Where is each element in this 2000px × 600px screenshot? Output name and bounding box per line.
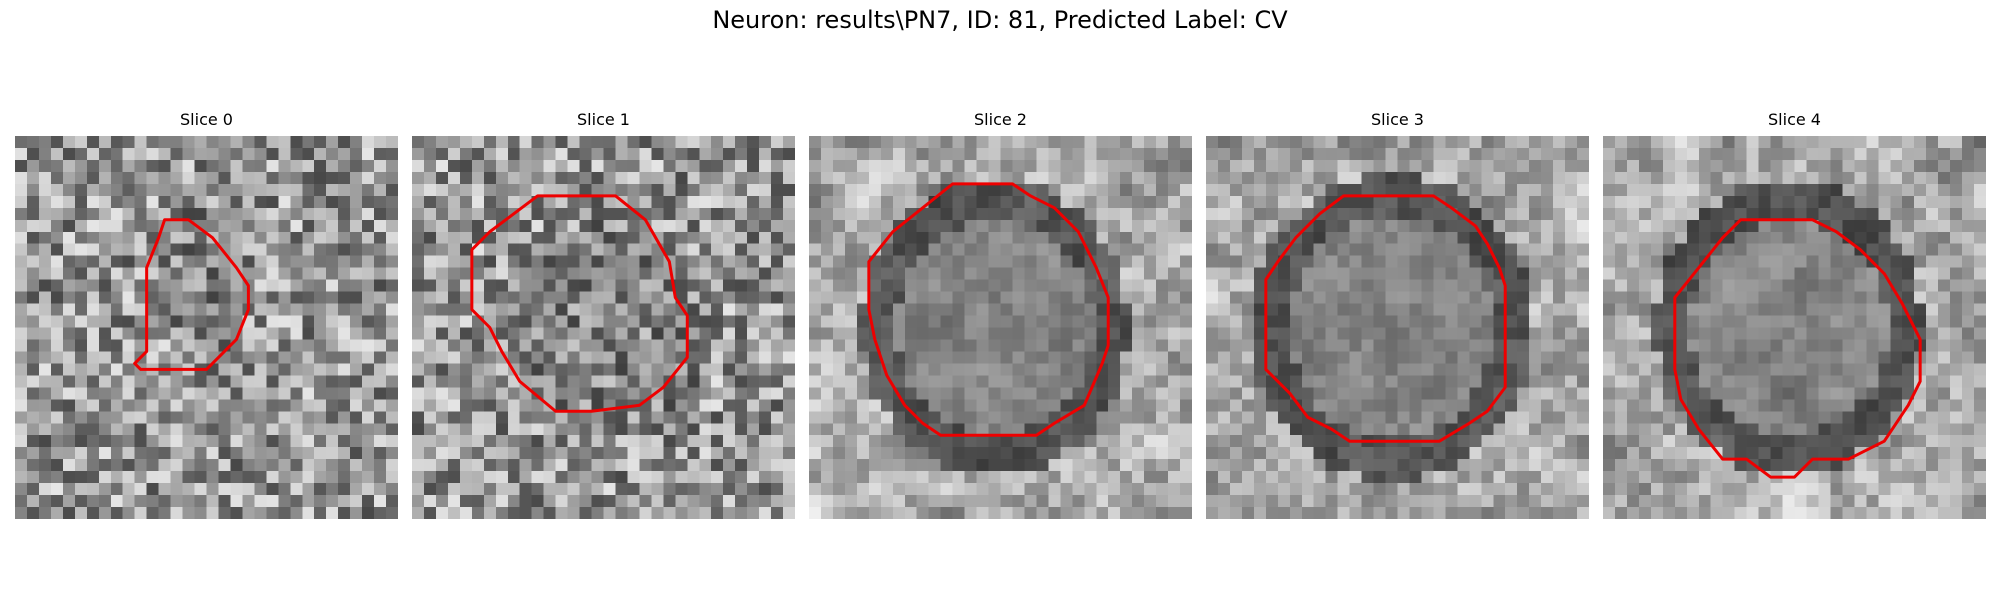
slice-image-0	[15, 136, 398, 519]
slice-panel-2: Slice 2	[809, 110, 1192, 530]
slice-pixels	[1603, 136, 1986, 519]
slice-title: Slice 4	[1768, 110, 1821, 129]
slice-title: Slice 3	[1371, 110, 1424, 129]
slice-title: Slice 0	[180, 110, 233, 129]
slice-pixels	[809, 136, 1192, 519]
slice-panel-1: Slice 1	[412, 110, 795, 530]
slice-pixels	[412, 136, 795, 519]
slice-title: Slice 1	[577, 110, 630, 129]
slice-image-3	[1206, 136, 1589, 519]
segmentation-contour	[135, 220, 249, 370]
slice-panel-4: Slice 4	[1603, 110, 1986, 530]
slice-panel-3: Slice 3	[1206, 110, 1589, 530]
slice-image-1	[412, 136, 795, 519]
slice-image-2	[809, 136, 1192, 519]
segmentation-contour	[1675, 220, 1920, 477]
slice-pixels	[1206, 136, 1589, 519]
slice-image-4	[1603, 136, 1986, 519]
segmentation-contour	[869, 184, 1108, 435]
slice-panel-0: Slice 0	[15, 110, 398, 530]
figure-title: Neuron: results\PN7, ID: 81, Predicted L…	[712, 6, 1288, 34]
slice-pixels	[15, 136, 398, 519]
segmentation-contour	[472, 196, 687, 411]
slice-title: Slice 2	[974, 110, 1027, 129]
segmentation-contour	[1266, 196, 1505, 441]
